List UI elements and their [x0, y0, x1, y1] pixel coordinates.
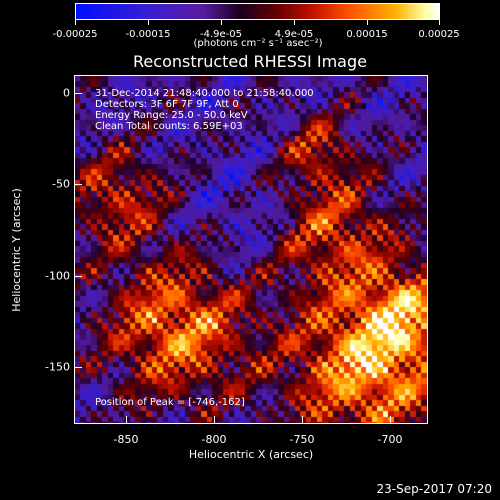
- heatmap-canvas: [75, 76, 427, 423]
- y-tick-label: -50: [52, 177, 70, 191]
- peak-position-text: Position of Peak = [-746,-162]: [95, 397, 245, 408]
- x-tick-label: -800: [201, 433, 227, 446]
- y-tick-label: -150: [45, 360, 70, 374]
- y-tick-label: 0: [63, 86, 70, 100]
- colorbar-ticks: -0.00025 -0.00015 -4.9e-05 4.9e-05 0.000…: [53, 3, 460, 40]
- x-tick-label: -700: [377, 433, 403, 446]
- x-axis-label: Heliocentric X (arcsec): [188, 448, 314, 461]
- colorbar-units: (photons cm⁻² s⁻¹ asec⁻²): [193, 38, 323, 49]
- colorbar-tick-label: -0.00015: [125, 29, 171, 40]
- colorbar-tick-label: -4.9e-05: [200, 29, 242, 40]
- timestamp: 23-Sep-2017 07:20: [376, 482, 492, 496]
- y-axis-label: Heliocentric Y (arcsec): [10, 188, 23, 312]
- y-tick: [74, 276, 82, 277]
- x-tick: [302, 416, 303, 424]
- colorbar-tick-label: 0.00025: [418, 29, 460, 40]
- image-title: Reconstructed RHESSI Image: [133, 52, 367, 71]
- y-tick-label: -100: [45, 269, 70, 283]
- colorbar-tick-label: 4.9e-05: [274, 29, 314, 40]
- rhessi-image-plot[interactable]: 31-Dec-2014 21:48:40.000 to 21:58:40.000…: [74, 75, 428, 424]
- colorbar: [75, 3, 440, 20]
- x-tick: [390, 416, 391, 424]
- energy-range-text: Energy Range: 25.0 - 50.0 keV: [95, 110, 248, 121]
- colorbar-tick-label: -0.00025: [52, 29, 98, 40]
- y-tick: [74, 184, 82, 185]
- x-tick: [126, 416, 127, 424]
- clean-counts-text: Clean Total counts: 6.59E+03: [95, 121, 243, 132]
- x-tick-label: -750: [289, 433, 315, 446]
- colorbar-tick-label: 0.00015: [346, 29, 388, 40]
- x-tick: [214, 416, 215, 424]
- x-tick-label: -850: [113, 433, 139, 446]
- time-range-text: 31-Dec-2014 21:48:40.000 to 21:58:40.000: [95, 88, 314, 99]
- y-tick: [74, 367, 82, 368]
- y-tick: [74, 93, 82, 94]
- detectors-text: Detectors: 3F 6F 7F 9F, Att 0: [95, 99, 239, 110]
